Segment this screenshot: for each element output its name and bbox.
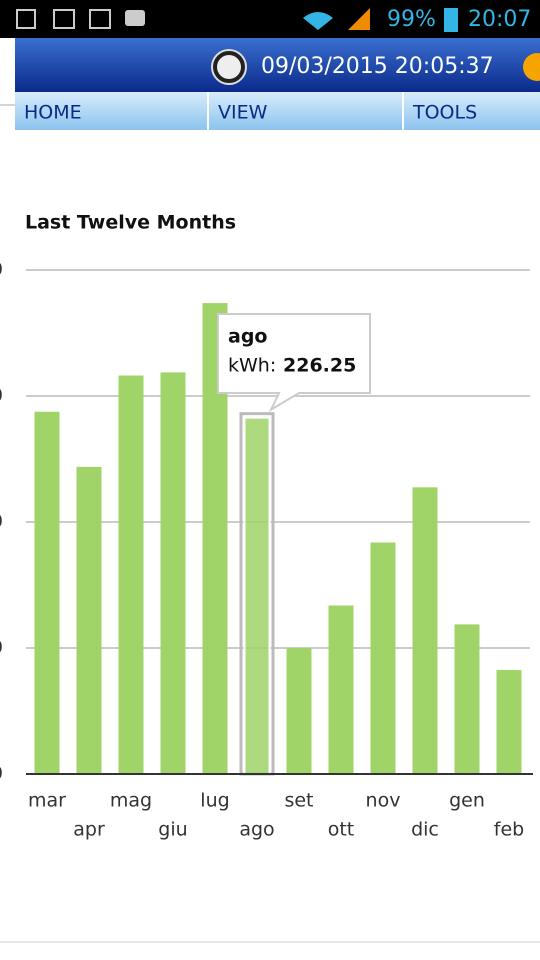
bar bbox=[454, 624, 480, 774]
x-tick-label: set bbox=[284, 790, 313, 812]
y-tick-label: 0 bbox=[0, 763, 3, 784]
tooltip-label: kWh: bbox=[228, 355, 276, 377]
status-icon bbox=[16, 9, 36, 29]
bar bbox=[370, 542, 396, 774]
x-tick-label: mar bbox=[28, 790, 66, 812]
status-icon bbox=[125, 10, 145, 26]
bar bbox=[160, 372, 186, 774]
x-tick-label: giu bbox=[158, 819, 187, 841]
header-datetime: 09/03/2015 20:05:37 bbox=[261, 54, 494, 79]
bar bbox=[286, 648, 312, 774]
x-tick-label: ago bbox=[239, 819, 274, 841]
x-tick-label: nov bbox=[366, 790, 401, 812]
nav-item[interactable]: VIEW bbox=[218, 102, 268, 124]
x-tick-label: dic bbox=[411, 819, 439, 841]
x-tick-label: ott bbox=[328, 819, 355, 841]
chart-title: Last Twelve Months bbox=[25, 212, 236, 234]
battery-text: 99% bbox=[387, 7, 436, 32]
bar bbox=[76, 466, 102, 774]
x-tick-label: feb bbox=[494, 819, 524, 841]
bar bbox=[328, 605, 354, 774]
y-tick-label: 80 bbox=[0, 637, 3, 658]
tooltip-value: 226.25 bbox=[283, 355, 356, 377]
bar bbox=[34, 411, 60, 774]
nav-item[interactable]: HOME bbox=[24, 102, 82, 124]
status-icon bbox=[89, 9, 111, 29]
battery-icon bbox=[444, 8, 458, 32]
x-tick-label: lug bbox=[200, 790, 229, 812]
header bbox=[15, 38, 540, 92]
status-icon bbox=[53, 9, 75, 29]
sun-icon bbox=[523, 53, 540, 81]
bar bbox=[118, 375, 144, 774]
nav-bar bbox=[15, 92, 540, 130]
y-tick-label: 160 bbox=[0, 511, 3, 532]
nav-item[interactable]: TOOLS bbox=[412, 102, 477, 124]
bar bbox=[496, 670, 522, 774]
status-bar bbox=[0, 0, 540, 38]
bar bbox=[243, 416, 271, 775]
clock-face bbox=[217, 55, 241, 79]
x-tick-label: apr bbox=[73, 819, 105, 841]
wifi-icon bbox=[303, 12, 333, 30]
x-tick-label: mag bbox=[110, 790, 152, 812]
y-tick-label: 240 bbox=[0, 385, 3, 406]
clock-text: 20:07 bbox=[468, 7, 531, 32]
signal-icon bbox=[348, 8, 370, 30]
y-tick-label: 320 bbox=[0, 259, 3, 280]
tooltip-box bbox=[217, 313, 371, 413]
bar bbox=[412, 487, 438, 774]
tooltip-category: ago bbox=[228, 326, 267, 348]
x-tick-label: gen bbox=[449, 790, 485, 812]
